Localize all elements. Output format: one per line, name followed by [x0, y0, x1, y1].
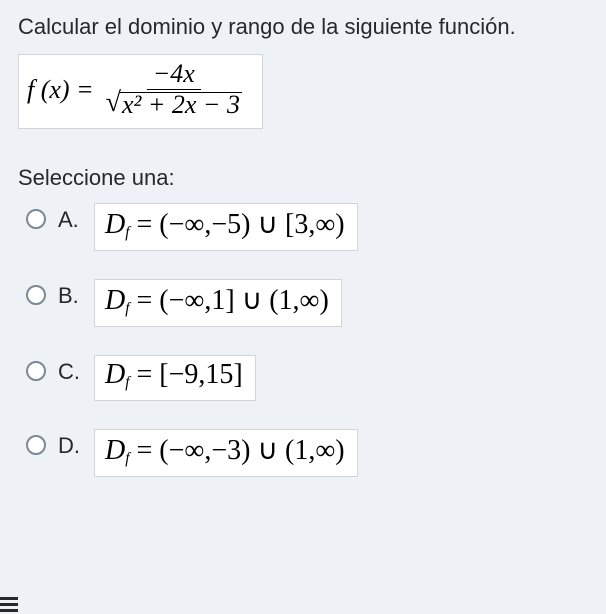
formula-numerator: −4x — [147, 61, 201, 90]
radio-option-d[interactable] — [26, 435, 46, 455]
option-expression: Df = (−∞,−5) ∪ [3,∞) — [105, 209, 345, 240]
option-expression-box: Df = (−∞,−3) ∪ (1,∞) — [94, 429, 358, 477]
option-row: B. Df = (−∞,1] ∪ (1,∞) — [18, 279, 588, 327]
option-expression: Df = (−∞,−3) ∪ (1,∞) — [105, 435, 345, 466]
formula-lhs: f (x) = — [27, 77, 94, 103]
option-letter: A. — [58, 207, 90, 233]
option-expression-box: Df = [−9,15] — [94, 355, 256, 401]
hamburger-icon[interactable] — [0, 595, 22, 614]
option-letter: C. — [58, 359, 90, 385]
option-row: D. Df = (−∞,−3) ∪ (1,∞) — [18, 429, 588, 477]
formula-fraction: −4x √ x² + 2x − 3 — [100, 61, 248, 118]
option-expression-box: Df = (−∞,−5) ∪ [3,∞) — [94, 203, 358, 251]
sqrt-icon: √ — [106, 92, 121, 114]
option-letter: D. — [58, 433, 90, 459]
option-expression-box: Df = (−∞,1] ∪ (1,∞) — [94, 279, 342, 327]
select-one-label: Seleccione una: — [18, 165, 588, 191]
formula-box: f (x) = −4x √ x² + 2x − 3 — [18, 54, 263, 129]
option-letter: B. — [58, 283, 90, 309]
option-expression: Df = [−9,15] — [105, 359, 243, 390]
question-prompt: Calcular el dominio y rango de la siguie… — [18, 14, 588, 40]
radio-option-a[interactable] — [26, 209, 46, 229]
formula-radicand: x² + 2x − 3 — [120, 92, 242, 118]
option-expression: Df = (−∞,1] ∪ (1,∞) — [105, 285, 329, 316]
quiz-page: Calcular el dominio y rango de la siguie… — [0, 0, 606, 477]
function-formula: f (x) = −4x √ x² + 2x − 3 — [27, 61, 248, 118]
option-row: A. Df = (−∞,−5) ∪ [3,∞) — [18, 203, 588, 251]
radio-option-c[interactable] — [26, 361, 46, 381]
radio-option-b[interactable] — [26, 285, 46, 305]
option-row: C. Df = [−9,15] — [18, 355, 588, 401]
formula-denominator: √ x² + 2x − 3 — [100, 90, 248, 118]
